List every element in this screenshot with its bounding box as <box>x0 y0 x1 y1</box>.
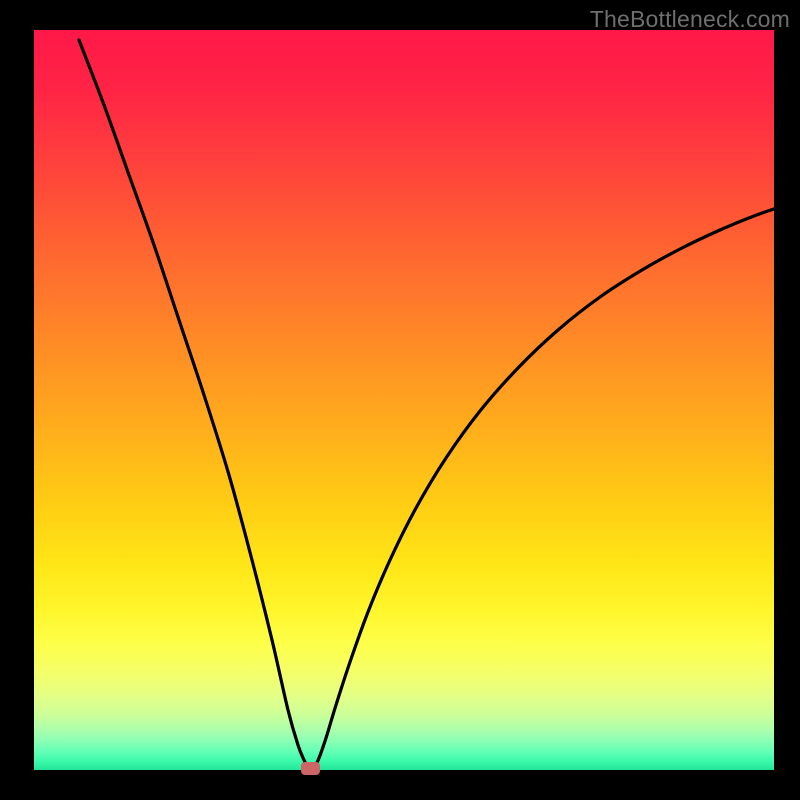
watermark-text: TheBottleneck.com <box>590 6 790 33</box>
optimum-marker <box>301 762 320 775</box>
curve-path <box>79 40 800 770</box>
chart-stage: TheBottleneck.com <box>0 0 800 800</box>
bottleneck-curve <box>34 30 774 770</box>
